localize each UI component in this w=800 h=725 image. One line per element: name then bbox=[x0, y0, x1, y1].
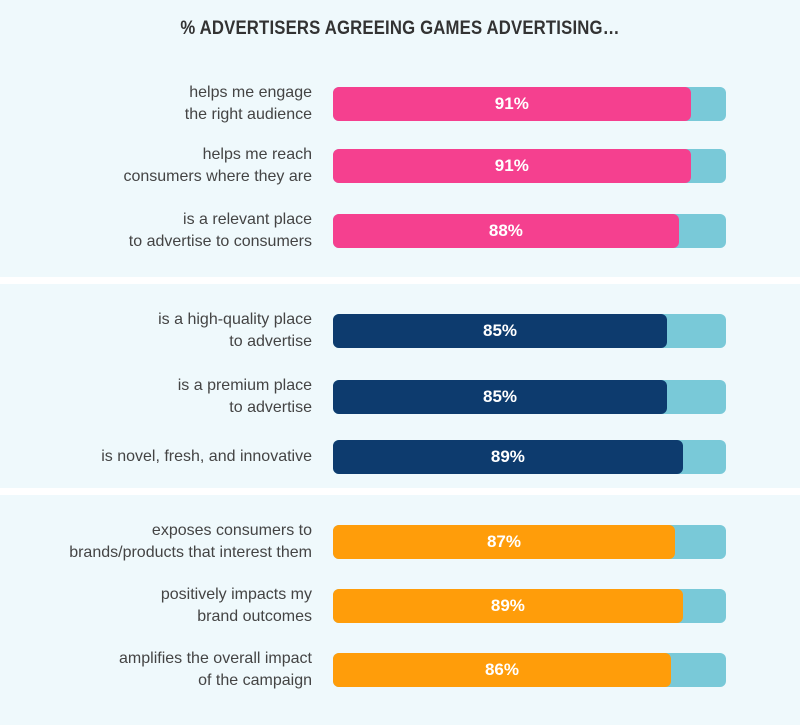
category-label: is a premium place to advertise bbox=[177, 377, 312, 416]
bar-track: 85% bbox=[333, 380, 726, 414]
data-label: 89% bbox=[490, 596, 525, 615]
bar-track: 89% bbox=[333, 589, 726, 623]
bar: 91% bbox=[333, 87, 691, 121]
category-label: is novel, fresh, and innovative bbox=[101, 448, 312, 465]
chart-title: % ADVERTISERS AGREEING GAMES ADVERTISING… bbox=[180, 18, 620, 39]
data-label: 89% bbox=[490, 447, 525, 466]
category-label: positively impacts my brand outcomes bbox=[160, 586, 312, 625]
data-label: 85% bbox=[483, 387, 518, 406]
data-label: 88% bbox=[488, 221, 523, 240]
category-label: exposes consumers to brands/products tha… bbox=[69, 522, 312, 561]
bar: 85% bbox=[333, 314, 668, 348]
data-label: 86% bbox=[484, 660, 519, 679]
bar-track: 85% bbox=[333, 314, 726, 348]
bar: 91% bbox=[333, 149, 691, 183]
bar: 85% bbox=[333, 380, 668, 414]
bar-track: 89% bbox=[333, 440, 726, 474]
category-label: is a high-quality place to advertise bbox=[158, 311, 312, 350]
bar: 87% bbox=[333, 525, 675, 559]
bar-track: 87% bbox=[333, 525, 726, 559]
bar-track: 88% bbox=[333, 214, 726, 248]
category-label: helps me reach consumers where they are bbox=[123, 146, 312, 185]
bar: 86% bbox=[333, 653, 671, 687]
data-label: 91% bbox=[494, 156, 529, 175]
bar: 88% bbox=[333, 214, 679, 248]
bar: 89% bbox=[333, 440, 683, 474]
category-label: is a relevant place to advertise to cons… bbox=[128, 211, 312, 250]
data-label: 87% bbox=[486, 532, 521, 551]
bar-track: 91% bbox=[333, 149, 726, 183]
category-label: amplifies the overall impact of the camp… bbox=[119, 650, 312, 689]
bar-track: 86% bbox=[333, 653, 726, 687]
data-label: 91% bbox=[494, 94, 529, 113]
bar-track: 91% bbox=[333, 87, 726, 121]
category-label: helps me engage the right audience bbox=[184, 84, 312, 123]
data-label: 85% bbox=[483, 321, 518, 340]
bar: 89% bbox=[333, 589, 683, 623]
